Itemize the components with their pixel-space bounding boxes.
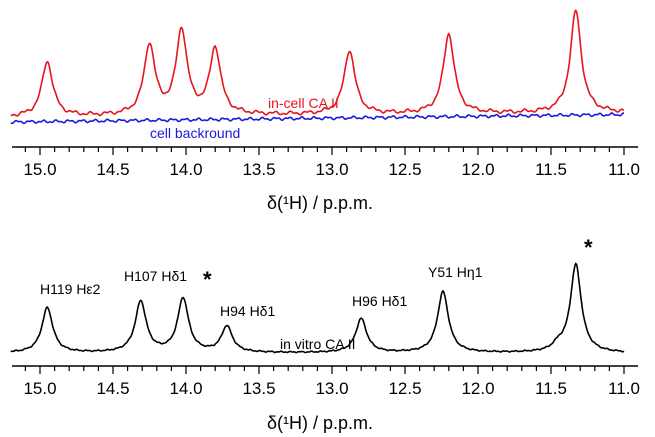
in-cell-trace: [10, 9, 625, 117]
tick-label: 12.5: [388, 160, 421, 179]
peak-label-h96: H96 Hδ1: [352, 293, 407, 309]
tick-label: 12.5: [388, 379, 421, 398]
peak-label-h94: H94 Hδ1: [220, 303, 275, 319]
bottom-panel: H119 Hε2 H107 Hδ1 * H94 Hδ1 H96 Hδ1 Y51 …: [10, 235, 640, 433]
top-panel: in-cell CA II cell backround 15.0 14.5 14.…: [10, 9, 640, 213]
bottom-x-ticks: 15.0 14.5 14.0 13.5 13.0 12.5 12.0 11.5 11.0: [23, 366, 640, 398]
tick-label: 12.0: [461, 160, 494, 179]
peak-label-y51: Y51 Hη1: [428, 264, 483, 280]
tick-label: 14.0: [169, 160, 202, 179]
in-vitro-trace: [10, 262, 625, 354]
top-x-ticks: 15.0 14.5 14.0 13.5 13.0 12.5 12.0 11.5 11.0: [23, 147, 640, 179]
peak-label-h119: H119 Hε2: [40, 281, 101, 297]
tick-label: 11.0: [608, 160, 640, 179]
in-vitro-label: in vitro CA II: [280, 336, 355, 352]
in-cell-label: in-cell CA II: [268, 95, 339, 111]
tick-label: 11.0: [608, 379, 640, 398]
tick-label: 13.5: [242, 160, 275, 179]
bottom-x-axis-title: δ(¹H) / p.p.m.: [267, 413, 373, 433]
tick-label: 14.5: [96, 160, 129, 179]
tick-label: 12.0: [461, 379, 494, 398]
cell-background-trace: [10, 112, 624, 125]
peak-star-1: *: [203, 267, 212, 292]
tick-label: 13.5: [242, 379, 275, 398]
peak-label-h107: H107 Hδ1: [124, 268, 187, 284]
peak-star-2: *: [584, 235, 593, 260]
top-x-axis-title: δ(¹H) / p.p.m.: [267, 193, 373, 213]
tick-label: 14.0: [169, 379, 202, 398]
tick-label: 11.5: [535, 160, 567, 179]
tick-label: 13.0: [315, 160, 348, 179]
tick-label: 11.5: [535, 379, 567, 398]
tick-label: 13.0: [315, 379, 348, 398]
tick-label: 15.0: [23, 160, 56, 179]
tick-label: 15.0: [23, 379, 56, 398]
tick-label: 14.5: [96, 379, 129, 398]
cell-background-label: cell backround: [150, 125, 240, 141]
